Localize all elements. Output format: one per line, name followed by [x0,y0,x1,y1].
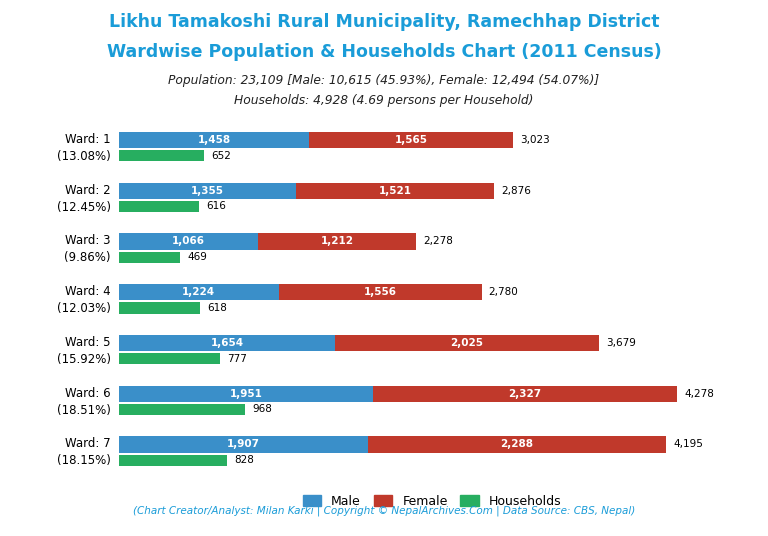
Bar [119,335,335,351]
Bar [335,335,599,351]
Text: Likhu Tamakoshi Rural Municipality, Ramechhap District: Likhu Tamakoshi Rural Municipality, Rame… [109,13,659,32]
Text: Households: 4,928 (4.69 persons per Household): Households: 4,928 (4.69 persons per Hous… [234,94,534,107]
Text: 4,278: 4,278 [684,389,714,399]
Bar [119,150,204,161]
Bar [119,132,310,148]
Text: 2,278: 2,278 [423,236,453,247]
Text: 1,521: 1,521 [379,186,412,196]
Text: 1,458: 1,458 [197,135,230,145]
Text: 3,679: 3,679 [606,338,636,348]
Text: 1,556: 1,556 [363,287,396,297]
Bar [119,385,373,402]
Text: 2,288: 2,288 [501,440,534,449]
Bar [119,251,180,263]
Bar [279,284,482,300]
Text: 1,066: 1,066 [172,236,205,247]
Text: (Chart Creator/Analyst: Milan Karki | Copyright © NepalArchives.Com | Data Sourc: (Chart Creator/Analyst: Milan Karki | Co… [133,505,635,516]
Bar [373,385,677,402]
Text: 1,951: 1,951 [230,389,263,399]
Bar [119,455,227,466]
Bar [296,183,494,199]
Text: 1,565: 1,565 [395,135,428,145]
Text: 1,355: 1,355 [191,186,224,196]
Text: 4,195: 4,195 [674,440,703,449]
Text: 469: 469 [187,252,207,262]
Bar [119,302,200,314]
Bar [119,284,279,300]
Text: 652: 652 [211,151,231,161]
Text: 777: 777 [227,354,247,364]
Legend: Male, Female, Households: Male, Female, Households [297,490,567,513]
Text: 1,212: 1,212 [320,236,353,247]
Bar [119,404,245,415]
Text: 828: 828 [234,455,254,465]
Bar [119,353,220,364]
Text: 2,025: 2,025 [450,338,483,348]
Text: 968: 968 [253,404,273,414]
Bar [119,436,368,452]
Bar [310,132,513,148]
Text: Wardwise Population & Households Chart (2011 Census): Wardwise Population & Households Chart (… [107,43,661,61]
Bar [119,233,258,250]
Text: 3,023: 3,023 [521,135,550,145]
Text: 2,780: 2,780 [488,287,518,297]
Text: Population: 23,109 [Male: 10,615 (45.93%), Female: 12,494 (54.07%)]: Population: 23,109 [Male: 10,615 (45.93%… [168,74,600,87]
Bar [119,201,200,212]
Text: 1,224: 1,224 [182,287,215,297]
Text: 2,876: 2,876 [502,186,531,196]
Text: 1,654: 1,654 [210,338,243,348]
Bar [368,436,666,452]
Text: 616: 616 [207,202,227,212]
Text: 618: 618 [207,303,227,313]
Text: 2,327: 2,327 [508,389,541,399]
Text: 1,907: 1,907 [227,440,260,449]
Bar [119,183,296,199]
Bar [258,233,416,250]
